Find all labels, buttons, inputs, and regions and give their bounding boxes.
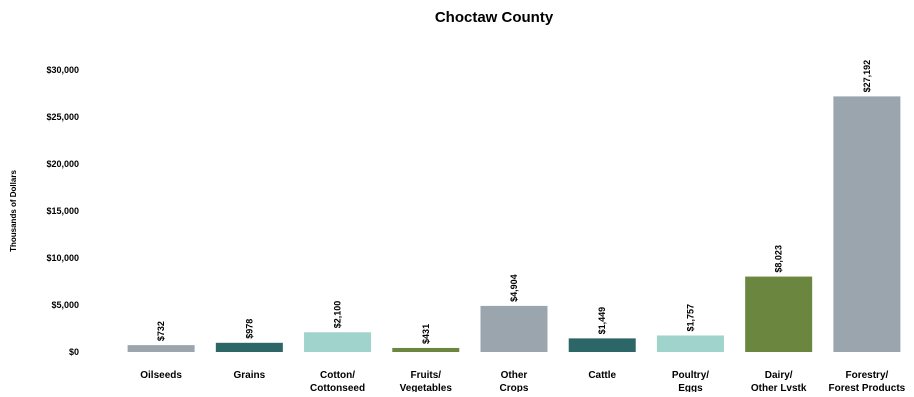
x-tick-label: Forest Products: [829, 383, 906, 392]
data-label: $978: [244, 319, 254, 339]
data-label: $27,192: [862, 60, 872, 93]
y-axis-label: Thousands of Dollars: [9, 170, 18, 252]
y-tick-label: $25,000: [46, 112, 79, 122]
data-label: $8,023: [774, 245, 784, 273]
x-tick-label: Eggs: [678, 383, 703, 392]
data-label: $1,757: [685, 304, 695, 332]
bar: [304, 332, 372, 352]
bar: [656, 335, 724, 352]
y-tick-label: $0: [69, 347, 79, 357]
bars: [127, 96, 901, 352]
y-tick-label: $5,000: [51, 300, 79, 310]
x-tick-label: Other Lvstk: [751, 383, 807, 392]
x-tick-label: Fruits/: [410, 370, 441, 381]
x-tick-label: Oilseeds: [140, 370, 182, 381]
data-label: $2,100: [333, 301, 343, 329]
x-tick-label: Crops: [500, 383, 529, 392]
bar: [568, 338, 636, 352]
bar: [833, 96, 901, 352]
data-label: $1,449: [597, 307, 607, 335]
bar: [480, 305, 548, 352]
x-tick-label: Cattle: [588, 370, 616, 381]
x-tick-label: Forestry/: [845, 370, 888, 381]
y-tick-label: $10,000: [46, 253, 79, 263]
data-label: $732: [156, 321, 166, 341]
x-tick-label: Vegetables: [400, 383, 453, 392]
x-tick-label: Grains: [233, 370, 265, 381]
bar: [215, 342, 283, 352]
y-axis-ticks: $0 $5,000 $10,000 $15,000 $20,000 $25,000 $30,…: [46, 65, 79, 357]
x-tick-label: Poultry/: [672, 370, 709, 381]
x-tick-label: Other: [501, 370, 528, 381]
bar: [127, 345, 195, 352]
bar: [745, 276, 813, 352]
x-tick-label: Cotton/: [320, 370, 355, 381]
data-label: $4,904: [509, 274, 519, 302]
x-axis-ticks: Oilseeds Grains Cotton/Cottonseed Fruits/Ve…: [140, 370, 906, 394]
bar: [392, 347, 460, 352]
y-tick-label: $30,000: [46, 65, 79, 75]
data-label: $431: [421, 324, 431, 344]
data-labels: $732 $978 $2,100 $431 $4,904 $1,449 $1,757 $8,0…: [156, 60, 872, 344]
x-tick-label: Cottonseed: [310, 383, 365, 392]
y-tick-label: $15,000: [46, 206, 79, 216]
y-tick-label: $20,000: [46, 159, 79, 169]
x-tick-label: Dairy/: [765, 370, 793, 381]
chart-title: Choctaw County: [435, 9, 554, 26]
